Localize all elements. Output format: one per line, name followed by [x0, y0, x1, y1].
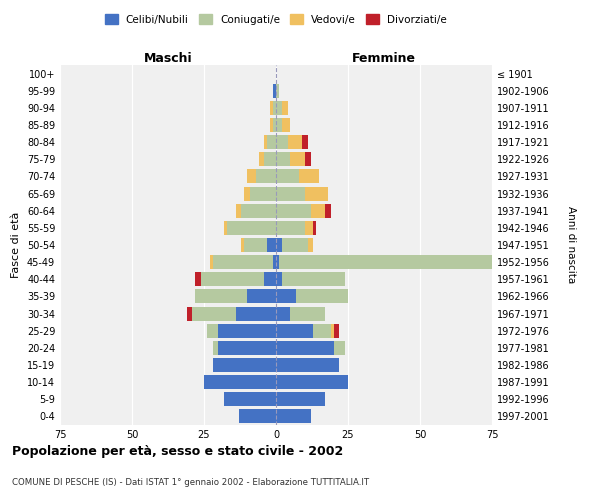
- Bar: [302, 135, 308, 149]
- Bar: [290, 152, 305, 166]
- Bar: [276, 84, 279, 98]
- Bar: [218, 324, 276, 338]
- Bar: [268, 238, 276, 252]
- Bar: [276, 392, 325, 406]
- Bar: [273, 101, 276, 115]
- Legend: Celibi/Nubili, Coniugati/e, Vedovi/e, Divorziati/e: Celibi/Nubili, Coniugati/e, Vedovi/e, Di…: [101, 10, 451, 29]
- Bar: [325, 204, 331, 218]
- Bar: [273, 255, 276, 269]
- Bar: [239, 410, 276, 424]
- Bar: [259, 152, 265, 166]
- Bar: [244, 186, 250, 200]
- Bar: [276, 170, 299, 183]
- Bar: [282, 118, 290, 132]
- Y-axis label: Anni di nascita: Anni di nascita: [566, 206, 577, 284]
- Bar: [313, 324, 331, 338]
- Y-axis label: Fasce di età: Fasce di età: [11, 212, 21, 278]
- Bar: [276, 306, 290, 320]
- Bar: [276, 375, 348, 389]
- Bar: [276, 238, 282, 252]
- Bar: [276, 152, 290, 166]
- Text: Popolazione per età, sesso e stato civile - 2002: Popolazione per età, sesso e stato civil…: [12, 445, 343, 458]
- Bar: [241, 238, 244, 252]
- Bar: [276, 101, 282, 115]
- Bar: [305, 221, 313, 235]
- Bar: [282, 101, 287, 115]
- Bar: [311, 204, 325, 218]
- Bar: [270, 101, 273, 115]
- Bar: [308, 238, 313, 252]
- Bar: [276, 118, 282, 132]
- Bar: [299, 170, 319, 183]
- Bar: [236, 204, 241, 218]
- Bar: [210, 255, 212, 269]
- Bar: [276, 358, 340, 372]
- Bar: [334, 341, 345, 355]
- Bar: [224, 392, 276, 406]
- Bar: [270, 118, 273, 132]
- Bar: [290, 306, 325, 320]
- Bar: [276, 324, 313, 338]
- Bar: [287, 135, 302, 149]
- Bar: [331, 324, 334, 338]
- Bar: [256, 170, 276, 183]
- Bar: [212, 341, 218, 355]
- Bar: [236, 306, 276, 320]
- Bar: [250, 186, 276, 200]
- Bar: [204, 375, 276, 389]
- Bar: [218, 341, 276, 355]
- Bar: [276, 410, 311, 424]
- Text: Maschi: Maschi: [143, 52, 193, 65]
- Text: Femmine: Femmine: [352, 52, 416, 65]
- Bar: [276, 272, 282, 286]
- Bar: [212, 255, 273, 269]
- Bar: [196, 272, 201, 286]
- Bar: [276, 221, 305, 235]
- Bar: [276, 186, 305, 200]
- Bar: [268, 135, 276, 149]
- Bar: [193, 306, 236, 320]
- Bar: [241, 204, 276, 218]
- Bar: [276, 204, 311, 218]
- Bar: [313, 221, 316, 235]
- Bar: [276, 341, 334, 355]
- Bar: [276, 135, 287, 149]
- Bar: [247, 290, 276, 304]
- Bar: [187, 306, 193, 320]
- Bar: [265, 152, 276, 166]
- Bar: [265, 272, 276, 286]
- Bar: [201, 272, 265, 286]
- Bar: [492, 255, 495, 269]
- Bar: [305, 186, 328, 200]
- Bar: [244, 238, 268, 252]
- Bar: [247, 170, 256, 183]
- Bar: [273, 118, 276, 132]
- Text: COMUNE DI PESCHE (IS) - Dati ISTAT 1° gennaio 2002 - Elaborazione TUTTITALIA.IT: COMUNE DI PESCHE (IS) - Dati ISTAT 1° ge…: [12, 478, 369, 487]
- Bar: [207, 324, 218, 338]
- Bar: [273, 84, 276, 98]
- Bar: [282, 272, 345, 286]
- Bar: [276, 255, 279, 269]
- Bar: [227, 221, 276, 235]
- Bar: [265, 135, 268, 149]
- Bar: [276, 290, 296, 304]
- Bar: [196, 290, 247, 304]
- Bar: [296, 290, 348, 304]
- Bar: [334, 324, 340, 338]
- Bar: [282, 238, 308, 252]
- Bar: [224, 221, 227, 235]
- Bar: [212, 358, 276, 372]
- Bar: [305, 152, 311, 166]
- Bar: [279, 255, 492, 269]
